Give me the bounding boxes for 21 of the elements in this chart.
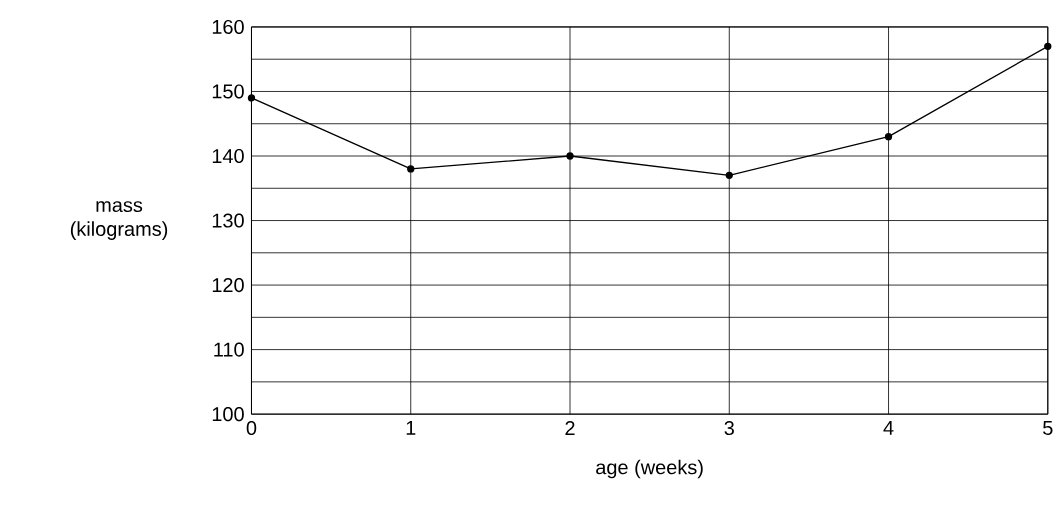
x-tick-label: 1 <box>406 421 416 435</box>
x-tick-label: 0 <box>246 421 257 436</box>
y-tick-label: 120 <box>212 278 244 293</box>
y-tick-label: 100 <box>212 407 244 422</box>
x-tick-label: 2 <box>565 421 575 435</box>
point <box>1044 42 1052 50</box>
y-axis-title: mass (kilograms) <box>70 201 168 241</box>
x-tick-label: 3 <box>724 421 734 436</box>
x-axis-title: age (weeks) <box>596 459 703 479</box>
y-tick-label: 160 <box>212 19 244 35</box>
y-tick-label: 150 <box>212 84 244 99</box>
y-tick-label: 110 <box>214 342 244 357</box>
point <box>407 165 415 173</box>
point <box>725 171 733 180</box>
y-tick-label: 140 <box>212 149 244 164</box>
point <box>566 152 574 160</box>
y-tick-label: 130 <box>212 213 244 228</box>
point <box>247 94 256 102</box>
x-tick-label: 5 <box>1043 421 1053 435</box>
x-tick-label: 4 <box>883 421 894 435</box>
point <box>884 133 893 141</box>
